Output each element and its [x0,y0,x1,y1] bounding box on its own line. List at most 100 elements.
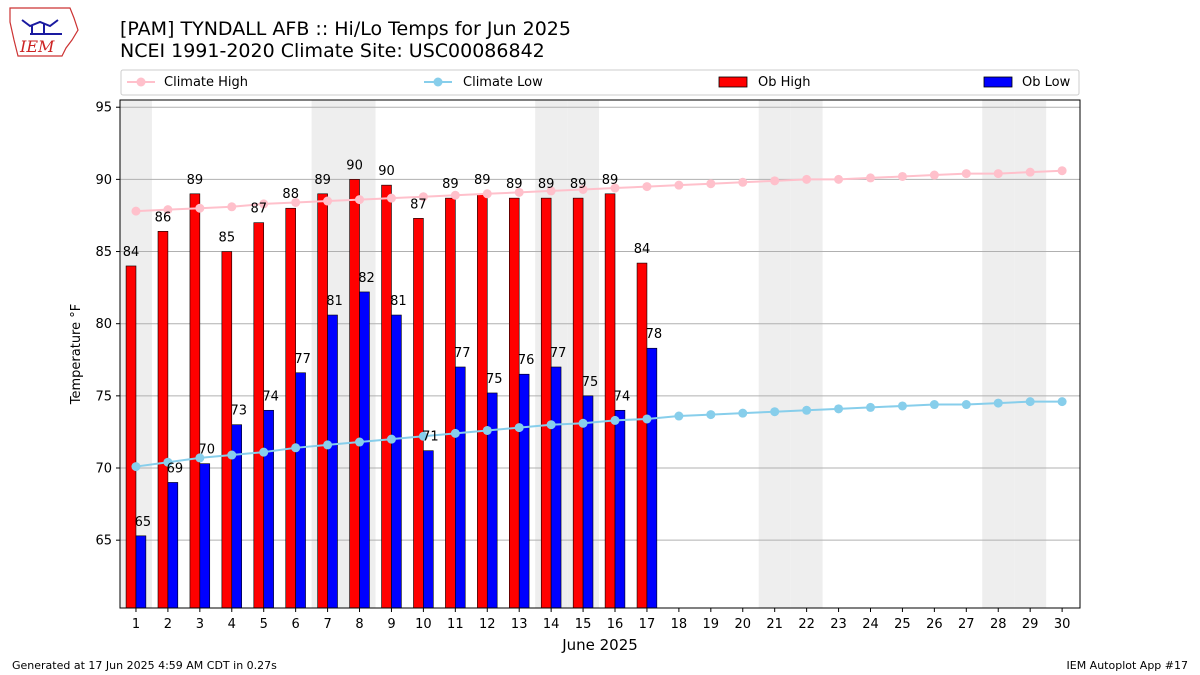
x-tick-label-10: 10 [415,617,432,632]
ob-low-label-day-4: 73 [230,404,247,419]
ob-low-bar-day-7 [327,314,338,609]
climate-low-point-day-22 [802,405,812,415]
x-tick-label-26: 26 [926,617,943,632]
ob-high-bar-day-12 [477,193,488,609]
climate-high-point-day-5 [259,199,269,209]
climate-low-point-day-16 [610,415,620,425]
y-tick-label-70: 70 [95,462,112,477]
x-tick-label-13: 13 [511,617,528,632]
ob-low-bar-day-2 [167,482,179,609]
ob-high-label-day-17: 84 [634,242,651,257]
ob-high-label-day-7: 89 [314,173,331,188]
climate-high-point-day-1 [131,206,141,216]
ob-high-bar-day-1 [125,265,137,609]
legend-frame [120,69,1080,96]
climate-high-point-day-23 [834,174,844,184]
climate-low-point-day-5 [259,447,269,457]
ob-low-bar-day-15 [582,395,594,609]
ob-low-label-day-15: 75 [582,375,599,390]
x-tick-label-4: 4 [228,617,236,632]
x-tick-label-25: 25 [894,617,911,632]
bars [125,179,658,609]
legend-label-climate-high: Climate High [164,75,248,90]
ob-high-bar-day-8 [349,179,360,609]
legend: Climate High Climate Low Ob High Ob Low [120,69,1080,96]
ob-low-bar-day-16 [614,409,626,609]
weekend-shade-day-28 [982,100,1015,608]
climate-high-point-day-8 [355,195,365,205]
climate-high-point-day-17 [642,182,652,192]
climate-low-point-day-10 [418,431,428,441]
legend-swatch-ob-low [983,76,1013,88]
x-tick-label-11: 11 [447,617,464,632]
ob-high-label-day-6: 88 [282,187,299,202]
climate-low-point-day-19 [706,410,716,420]
ob-high-bar-day-2 [157,231,169,609]
ob-high-label-day-11: 89 [442,177,459,192]
iem-logo: IEM [9,7,79,57]
climate-high-point-day-9 [386,193,396,203]
ob-low-bar-day-11 [455,366,466,609]
ob-high-label-day-1: 84 [123,245,140,260]
legend-item-ob-high: Ob High [718,75,811,90]
climate-high-point-day-18 [674,180,684,190]
x-tick-label-27: 27 [958,617,975,632]
ob-high-label-day-14: 89 [538,177,555,192]
ob-low-label-day-9: 81 [390,294,407,309]
ob-high-label-day-15: 89 [570,177,587,192]
x-tick-label-16: 16 [607,617,624,632]
ob-low-bar-day-12 [486,392,498,609]
ob-high-label-day-8: 90 [346,158,363,173]
y-tick-label-90: 90 [95,173,112,188]
ob-low-bar-day-3 [199,463,211,609]
climate-low-point-day-20 [738,408,748,418]
climate-low-point-day-11 [450,428,460,438]
climate-high-point-day-10 [418,192,428,202]
ob-high-label-day-9: 90 [378,164,395,179]
x-tick-label-23: 23 [830,617,847,632]
ob-low-label-day-2: 69 [167,461,184,476]
climate-low-point-day-2 [163,457,173,467]
logo-text: IEM [19,37,55,56]
ob-low-label-day-7: 81 [326,294,343,309]
y-tick-label-80: 80 [95,317,112,332]
climate-high-point-day-16 [610,183,620,193]
weekend-shading [120,100,1047,608]
x-tick-label-19: 19 [703,617,720,632]
x-tick-label-28: 28 [990,617,1007,632]
ob-low-label-day-10: 71 [422,430,439,445]
chart-subtitle: NCEI 1991-2020 Climate Site: USC00086842 [120,40,545,62]
climate-high-point-day-24 [865,173,875,183]
x-tick-label-12: 12 [479,617,496,632]
x-tick-label-20: 20 [734,617,751,632]
generated-note: Generated at 17 Jun 2025 4:59 AM CDT in … [12,659,277,672]
ob-low-label-day-6: 77 [294,352,311,367]
ob-low-bar-day-14 [550,366,562,609]
x-tick-label-24: 24 [862,617,879,632]
x-tick-label-21: 21 [766,617,783,632]
ob-high-label-day-3: 89 [187,173,204,188]
climate-low-point-day-26 [929,400,939,410]
ob-high-bar-day-17 [636,262,648,609]
climate-high-point-day-6 [291,197,301,207]
chart-title: [PAM] TYNDALL AFB :: Hi/Lo Temps for Jun… [120,18,571,40]
climate-low-point-day-28 [993,398,1003,408]
ob-high-bar-day-6 [285,207,296,609]
weekend-shade-day-21 [758,100,791,608]
climate-low-point-day-18 [674,411,684,421]
climate-high-point-day-4 [227,202,237,212]
ob-high-bar-day-10 [413,218,424,609]
x-tick-label-22: 22 [798,617,815,632]
ob-high-bar-day-15 [572,197,584,609]
ob-low-label-day-12: 75 [486,372,503,387]
climate-high-point-day-21 [770,176,780,186]
climate-high-point-day-7 [323,196,333,206]
y-axis: 65 70 75 80 85 90 95 [95,101,120,549]
climate-high-point-day-12 [482,189,492,199]
x-tick-label-6: 6 [292,617,300,632]
climate-high-point-day-14 [546,186,556,196]
legend-item-climate-low: Climate Low [424,75,543,90]
x-tick-label-29: 29 [1022,617,1039,632]
climate-low-point-day-4 [227,450,237,460]
